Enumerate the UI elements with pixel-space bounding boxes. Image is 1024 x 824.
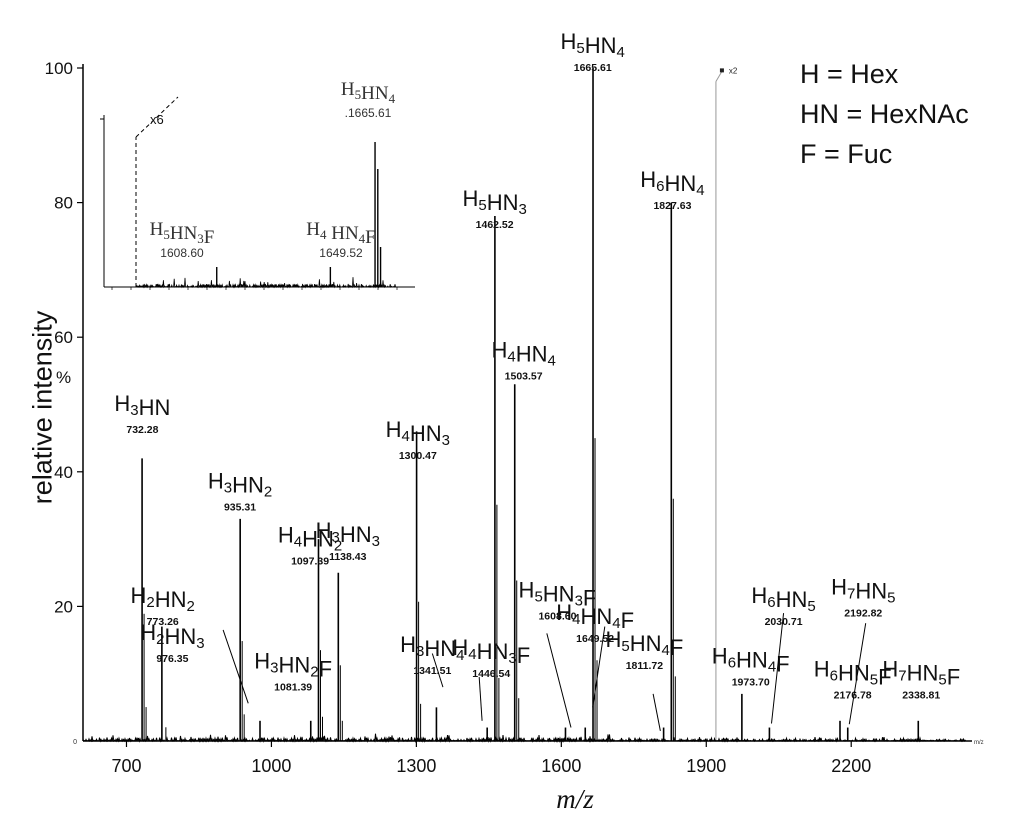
peak-mz-label: 976.35: [156, 653, 188, 665]
peak-formula-label: H3HN3: [316, 518, 380, 550]
peak-mz-label: 1811.72: [626, 660, 664, 672]
zoom-marker-line: [715, 71, 723, 82]
x-tick-label: 700: [111, 756, 141, 776]
peak-mz-label: 2338.81: [902, 689, 940, 701]
legend-entry-hexnac: HN = HexNAc: [800, 99, 969, 129]
peak-mz-label: 1081.39: [274, 681, 312, 693]
inset-zoom-label: x6: [150, 112, 164, 127]
leader-line: [652, 693, 661, 732]
peak-mz-label: 2192.82: [844, 607, 882, 619]
peak-mz-label: 1138.43: [329, 551, 367, 563]
y-unit-label: %: [56, 368, 72, 387]
inset-zoom-divider: [135, 96, 179, 138]
legend-entry-fuc: F = Fuc: [800, 139, 893, 169]
y-tick-label: 40: [54, 463, 73, 482]
peak-mz-label: 2030.71: [765, 616, 803, 628]
peak-mz-label: 1341.51: [413, 665, 451, 677]
peak-formula-label: H4HN2: [278, 522, 342, 554]
peak-mz-label: 1462.52: [476, 219, 514, 231]
inset-mz-label: 1608.60: [160, 246, 204, 260]
peak-formula-label: H3HN: [114, 391, 170, 420]
x-tick-label: 1000: [251, 756, 291, 776]
leader-line: [848, 623, 867, 725]
x-axis-end-label: m/z: [974, 740, 984, 746]
x-axis-title: m/z: [556, 784, 594, 814]
y-tick-label: 20: [54, 597, 73, 616]
x-tick-label: 2200: [831, 756, 871, 776]
inset-noise-trace: [135, 277, 396, 289]
peak-mz-label: 773.26: [147, 616, 179, 628]
peak-formula-label: H7HN5: [831, 574, 895, 606]
inset-formula-label: H5HN3F: [150, 219, 215, 248]
zoom-marker-label: x2: [729, 66, 738, 75]
y-tick-label: 100: [45, 59, 73, 78]
peak-formula-label: H2HN3: [140, 620, 204, 652]
peak-mz-label: 1649.52: [576, 633, 614, 645]
peak-mz-label: 2176.78: [834, 689, 872, 701]
peaks: [141, 68, 920, 741]
y-tick-label: 80: [54, 194, 73, 213]
inset-mz-label: .1665.61: [345, 106, 392, 120]
inset-formula-label: H4 HN4F: [306, 219, 376, 248]
peak-formula-label: H6HN5F: [814, 656, 892, 689]
peak-mz-label: 935.31: [224, 502, 256, 514]
peak-formula-label: H4HN4: [491, 337, 555, 369]
peak-mz-label: 1446.54: [472, 668, 510, 680]
x-tick-label: 1600: [541, 756, 581, 776]
peak-formula-label: H3HN4: [400, 632, 464, 664]
peak-mz-label: 1608.60: [538, 611, 576, 623]
inset-formula-label: H5HN4: [341, 79, 396, 106]
peak-formula-label: H5HN4F: [606, 627, 684, 660]
inset-mz-label: 1649.52: [319, 246, 363, 260]
peak-formula-label: H2HN2: [131, 583, 195, 615]
peak-formula-label: H5HN3F: [519, 578, 597, 611]
peak-formula-label: H3HN2F: [254, 648, 332, 681]
peak-formula-label: H6HN4: [640, 167, 704, 199]
legend: H = Hex HN = HexNAc F = Fuc: [800, 54, 969, 174]
peak-mz-label: 1973.70: [732, 677, 770, 689]
peak-mz-label: 732.28: [126, 424, 158, 436]
peak-mz-label: 1827.63: [653, 200, 691, 212]
leader-line: [770, 613, 785, 724]
y-axis-title: relative intensity: [27, 310, 58, 505]
x-tick-label: 1900: [686, 756, 726, 776]
peak-formula-label: H5HN3: [462, 186, 526, 218]
zoom-marker-dot: [719, 68, 724, 73]
leader-line: [592, 626, 606, 708]
leader-line: [478, 677, 483, 721]
leader-line: [222, 629, 249, 704]
peak-mz-label: 1665.61: [574, 62, 612, 74]
peak-formula-label: H7HN5F: [882, 656, 960, 689]
peak-formula-label: H4HN4F: [556, 600, 634, 633]
peak-formula-label: H4HN3F: [452, 635, 530, 668]
peak-formula-label: H4HN3: [386, 417, 450, 449]
baseline-noise: [82, 733, 967, 743]
noise-trace: [82, 733, 967, 743]
leader-line: [431, 653, 444, 688]
peak-formula-label: H6HN4F: [712, 644, 790, 677]
peak-formula-label: H5HN4: [561, 29, 625, 61]
legend-entry-hex: H = Hex: [800, 59, 899, 89]
leader-line: [546, 633, 572, 728]
peak-formula-label: H6HN5: [751, 583, 815, 615]
y-tick-label: 60: [54, 328, 73, 347]
x-tick-label: 1300: [396, 756, 436, 776]
peak-mz-label: 1503.57: [505, 370, 543, 382]
y-tick-label-zero: 0: [73, 739, 77, 746]
peak-mz-label: 1097.39: [291, 555, 329, 567]
peak-formula-label: H3HN2: [208, 469, 272, 501]
peak-mz-label: 1300.47: [399, 450, 437, 462]
